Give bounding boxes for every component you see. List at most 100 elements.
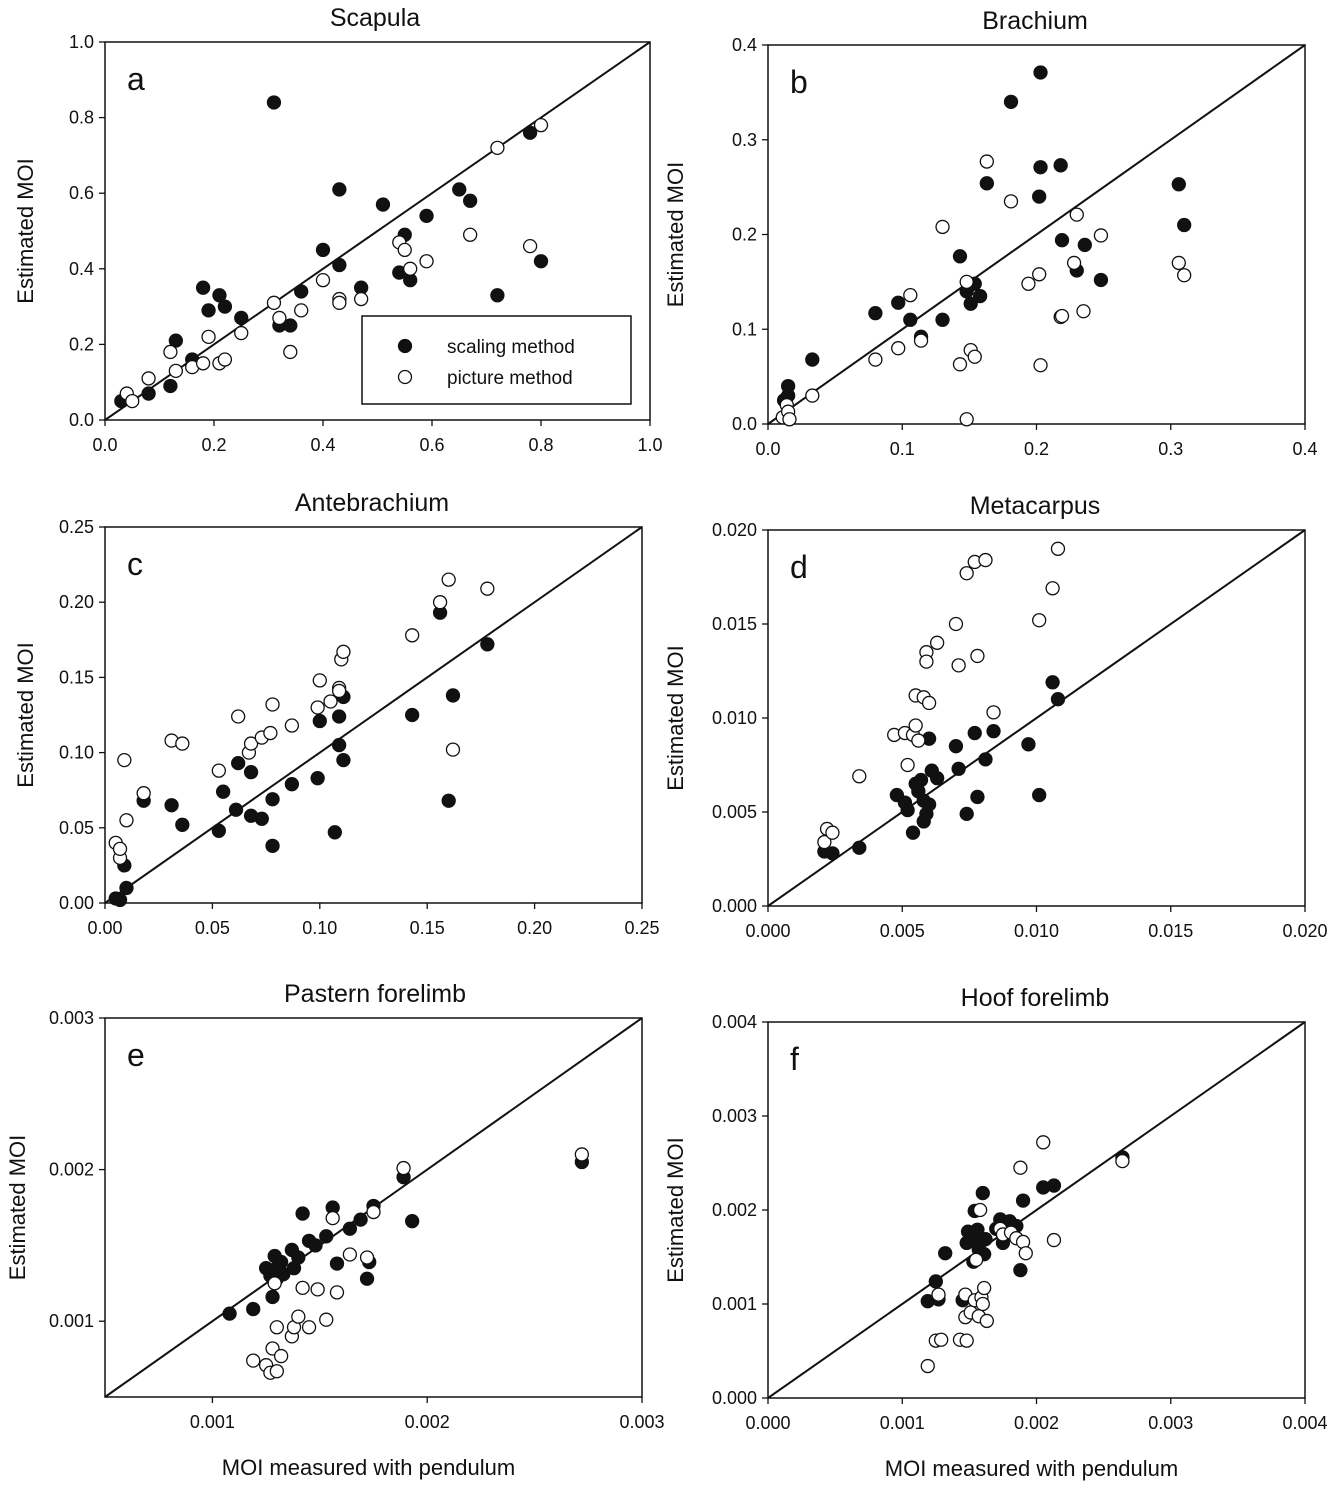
series-scaling-method: [108, 605, 495, 908]
panel-title: Metacarpus: [970, 492, 1101, 520]
picture-point: [294, 303, 309, 318]
picture-point: [396, 1160, 411, 1176]
scaling-point: [342, 1221, 358, 1236]
picture-point: [136, 786, 151, 801]
y-tick-label: 0.005: [712, 802, 757, 822]
x-tick-label: 0.2: [201, 435, 226, 455]
picture-point: [1032, 613, 1047, 628]
y-tick-label: 0.05: [59, 818, 94, 838]
y-tick-label: 0.25: [59, 517, 94, 537]
scaling-point: [900, 802, 915, 818]
picture-point: [117, 752, 132, 768]
picture-point: [312, 673, 327, 688]
scaling-point: [254, 811, 269, 826]
picture-point: [967, 349, 982, 364]
picture-point: [1036, 1135, 1051, 1150]
picture-point: [959, 274, 974, 290]
x-tick-label: 0.002: [405, 1412, 450, 1432]
scaling-point: [868, 305, 883, 321]
picture-point: [342, 1247, 358, 1262]
scaling-point: [905, 825, 921, 840]
x-tick-label: 1.0: [637, 435, 662, 455]
scaling-point: [112, 892, 128, 908]
picture-point: [817, 834, 832, 850]
x-tick-label: 0.004: [1282, 1413, 1327, 1433]
picture-point: [336, 644, 351, 659]
scaling-point: [336, 752, 351, 768]
y-tick-label: 0.0: [732, 414, 757, 434]
picture-point: [970, 648, 985, 664]
series-scaling-method: [776, 65, 1192, 408]
scaling-point: [1033, 65, 1048, 80]
scaling-point: [1032, 787, 1047, 803]
picture-point: [930, 635, 945, 650]
panel-a: 0.0 0.2 0.4 0.6 0.8 1.0 0.0 0.2 0.4 0.6 0.8 1.0 Scap…: [13, 4, 663, 455]
picture-point: [112, 841, 128, 857]
panel-f: 0.000 0.001 0.002 0.003 0.004 0.000 0.001 0.002…: [663, 984, 1328, 1481]
scaling-point: [215, 784, 231, 799]
scaling-point: [522, 125, 538, 140]
panel-title: Hoof forelimb: [961, 984, 1110, 1012]
picture-point: [397, 242, 412, 258]
panel-letter: c: [127, 546, 143, 582]
scaling-point: [211, 823, 226, 838]
scaling-point: [405, 1213, 420, 1229]
y-tick-label: 0.001: [712, 1294, 757, 1314]
picture-point: [986, 705, 1001, 720]
scaling-point: [119, 880, 134, 896]
picture-point: [331, 683, 347, 699]
scaling-point: [938, 1246, 953, 1261]
scaling-point: [967, 725, 982, 741]
y-tick-label: 0.010: [712, 708, 757, 728]
scaling-point: [952, 249, 968, 264]
scaling-point: [327, 825, 342, 840]
scaling-point: [265, 1289, 280, 1305]
picture-point: [1115, 1153, 1130, 1169]
scaling-point: [273, 1254, 289, 1270]
scaling-point: [332, 182, 347, 197]
legend-box: [361, 315, 632, 405]
y-axis-label: Estimated MOI: [663, 645, 688, 790]
picture-point: [403, 261, 418, 276]
y-axis-label: Estimated MOI: [13, 158, 38, 303]
panel-d: 0.000 0.005 0.010 0.015 0.020 0.000 0.005 0.010…: [663, 492, 1328, 941]
x-tick-label: 0.10: [302, 918, 337, 938]
y-axis-label: Estimated MOI: [5, 1135, 30, 1280]
picture-point: [1093, 228, 1109, 243]
picture-point: [948, 616, 964, 632]
picture-point: [283, 344, 298, 360]
y-axis-label: Estimated MOI: [663, 1137, 688, 1282]
y-tick-label: 0.020: [712, 520, 757, 540]
picture-point: [329, 1285, 345, 1300]
scaling-point: [1003, 94, 1019, 109]
picture-point: [868, 352, 883, 367]
picture-point: [972, 1202, 988, 1218]
identity-line: [767, 529, 1306, 907]
picture-point: [920, 1358, 935, 1374]
scaling-point: [1093, 272, 1109, 288]
scaling-point: [1033, 160, 1048, 175]
picture-point: [141, 371, 156, 386]
picture-point: [1066, 255, 1082, 271]
picture-point: [366, 1204, 381, 1220]
y-tick-label: 0.15: [59, 667, 94, 687]
picture-point: [490, 140, 505, 155]
scaling-point: [228, 802, 244, 817]
picture-point: [272, 310, 287, 326]
x-tick-label: 0.00: [87, 918, 122, 938]
picture-point: [1171, 255, 1186, 271]
legend: scaling method picture method: [361, 315, 632, 405]
x-tick-label: 0.000: [745, 1413, 790, 1433]
picture-point: [952, 357, 968, 372]
scaling-point: [805, 352, 820, 367]
scaling-point: [1045, 675, 1060, 690]
scaling-point: [986, 724, 1001, 739]
scaling-point: [480, 637, 495, 652]
picture-point: [291, 1309, 306, 1324]
picture-point: [315, 272, 331, 288]
picture-point: [1177, 268, 1192, 283]
picture-point: [1021, 276, 1036, 291]
scaling-point: [231, 755, 246, 771]
legend-label-scaling: scaling method: [447, 337, 575, 358]
x-tick-label: 0.25: [624, 918, 659, 938]
